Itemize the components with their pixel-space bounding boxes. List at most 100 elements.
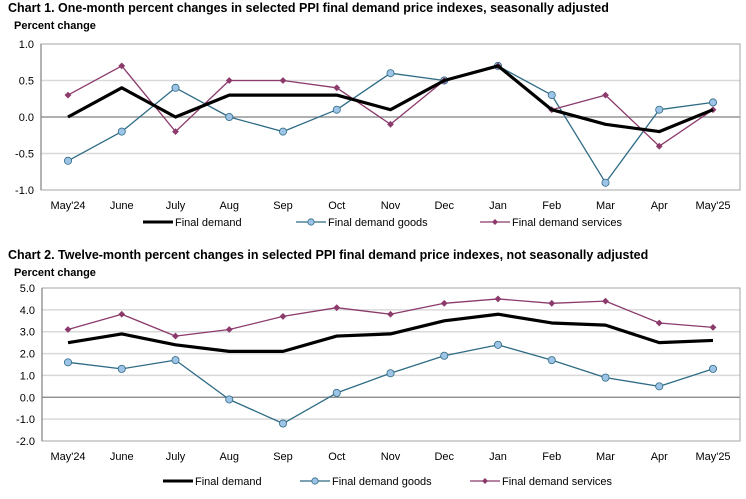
chart1-ytick-label: -0.5 — [15, 149, 34, 161]
chart2-legend-marker — [311, 477, 319, 485]
chart2-point-final-demand-services — [494, 295, 502, 303]
chart2-legend-item-final-demand: Final demand — [163, 476, 262, 488]
chart1-point-final-demand-services — [387, 120, 394, 128]
chart2-point-final-demand-goods — [440, 351, 449, 360]
chart2-ytick-label: -2.0 — [16, 436, 35, 448]
chart2-xtick-label: Dec — [434, 451, 454, 463]
chart1-xtick-label: May'24 — [50, 200, 85, 212]
chart2-line-final-demand-goods — [67, 344, 714, 425]
chart1-point-final-demand-services — [64, 91, 72, 99]
chart2-xtick-label: July — [166, 451, 186, 463]
chart2-point-final-demand-goods — [278, 419, 287, 428]
chart2-point-final-demand-goods — [171, 356, 180, 365]
chart1-xtick-label: May'25 — [695, 200, 730, 212]
chart2-point-final-demand-services — [602, 297, 609, 305]
chart1-xtick-label: Mar — [596, 200, 615, 212]
chart2-point-final-demand-goods — [225, 395, 234, 404]
chart1-point-final-demand-services — [172, 128, 179, 135]
chart1-legend-marker — [307, 218, 315, 226]
chart1-point-final-demand-services — [655, 142, 663, 150]
chart2-xtick-label: Oct — [328, 451, 345, 463]
chart1-point-final-demand-goods — [386, 69, 395, 78]
chart2-title: Chart 2. Twelve-month percent changes in… — [8, 248, 649, 262]
chart2-point-final-demand-goods — [64, 358, 73, 367]
chart2-point-final-demand-services — [333, 304, 341, 312]
chart1-point-final-demand-services — [602, 91, 609, 99]
chart2-point-final-demand-goods — [601, 373, 610, 382]
chart1-point-final-demand-services — [225, 77, 233, 84]
chart1-xtick-label: Dec — [434, 200, 454, 212]
chart2-ytick-label: 4.0 — [20, 305, 35, 317]
chart1-xtick-label: Nov — [381, 200, 401, 212]
chart1-legend-label: Final demand services — [512, 217, 623, 229]
chart2-point-final-demand-goods — [117, 364, 126, 373]
chart2-point-final-demand-services — [655, 319, 663, 327]
chart2-ytick-label: 1.0 — [20, 370, 35, 382]
chart2-point-final-demand-goods — [493, 340, 502, 349]
chart2-legend-marker — [482, 478, 488, 484]
chart2-legend-label: Final demand services — [502, 476, 613, 488]
chart1-point-final-demand-goods — [709, 98, 718, 107]
chart2-point-final-demand-services — [118, 310, 126, 318]
chart1-point-final-demand-services — [118, 62, 126, 70]
chart2-xtick-label: May'25 — [695, 451, 730, 463]
chart2-ytick-label: 0.0 — [20, 392, 35, 404]
chart1-legend-item-final-demand-goods: Final demand goods — [296, 217, 428, 229]
chart2-point-final-demand-services — [387, 310, 394, 318]
chart2-point-final-demand-services — [64, 326, 72, 333]
chart1-ytick-label: 1.0 — [19, 39, 34, 51]
chart1-xtick-label: Oct — [328, 200, 345, 212]
chart1-legend-label: Final demand goods — [328, 217, 428, 229]
chart1-xtick-label: Apr — [651, 200, 668, 212]
chart2-legend-item-final-demand-goods: Final demand goods — [300, 476, 432, 488]
chart2-legend-label: Final demand goods — [332, 476, 432, 488]
chart2-point-final-demand-goods — [709, 364, 718, 373]
chart1-ylabel: Percent change — [14, 20, 96, 32]
chart2-ylabel: Percent change — [14, 267, 96, 279]
chart1-line-final-demand-services — [67, 65, 714, 147]
chart2-legend-item-final-demand-services: Final demand services — [470, 476, 613, 488]
chart1-xtick-label: Feb — [542, 200, 561, 212]
chart2-xtick-label: Jan — [489, 451, 507, 463]
chart2-ytick-label: 3.0 — [20, 327, 35, 339]
chart1-ytick-label: 0.0 — [19, 112, 34, 124]
chart1-ytick-label: 0.5 — [19, 76, 34, 88]
chart2-legend-label: Final demand — [195, 476, 262, 488]
chart2-point-final-demand-goods — [386, 369, 395, 378]
chart1-line-final-demand — [67, 64, 714, 134]
chart2-plot: 5.0 4.0 3.0 2.0 1.0 0.0 -1.0 -2.0 May'24 June July… — [16, 283, 741, 488]
chart2-xtick-label: Apr — [651, 451, 668, 463]
chart1-ytick-label: -1.0 — [15, 185, 34, 197]
chart1-xtick-label: July — [166, 200, 186, 212]
chart1-point-final-demand-goods — [225, 113, 234, 122]
chart1-point-final-demand-goods — [547, 91, 556, 100]
chart2-point-final-demand-services — [440, 299, 448, 307]
chart1-legend-label: Final demand — [175, 217, 242, 229]
chart1-point-final-demand-services — [279, 77, 287, 84]
chart2-xtick-label: Feb — [542, 451, 561, 463]
chart1-xtick-label: Jan — [489, 200, 507, 212]
chart2-ytick-label: 5.0 — [20, 283, 35, 295]
chart2-point-final-demand-services — [225, 326, 233, 333]
chart2-point-final-demand-services — [709, 323, 717, 331]
chart2-xtick-label: June — [110, 451, 134, 463]
chart1-point-final-demand-goods — [278, 127, 287, 136]
chart1-point-final-demand-goods — [64, 156, 73, 165]
chart2-point-final-demand-goods — [547, 356, 556, 365]
chart1-xtick-label: June — [110, 200, 134, 212]
chart1-legend-item-final-demand-services: Final demand services — [480, 217, 623, 229]
chart1-xtick-label: Aug — [219, 200, 239, 212]
chart1-plot: 1.0 0.5 0.0 -0.5 -1.0 May'24 June July Aug Sep Oct… — [15, 39, 741, 229]
chart2-xtick-label: Sep — [273, 451, 293, 463]
chart2-ytick-label: 2.0 — [20, 349, 35, 361]
chart2-xtick-label: Aug — [219, 451, 239, 463]
chart2-xtick-label: Mar — [596, 451, 615, 463]
chart1-legend-marker — [492, 219, 498, 225]
chart1-legend-item-final-demand: Final demand — [143, 217, 242, 229]
chart2-xtick-label: Nov — [381, 451, 401, 463]
chart1-point-final-demand-goods — [601, 178, 610, 187]
chart2-point-final-demand-goods — [332, 388, 341, 397]
chart1-title: Chart 1. One-month percent changes in se… — [8, 1, 609, 15]
chart2-point-final-demand-services — [548, 299, 556, 307]
chart1-point-final-demand-goods — [655, 105, 664, 114]
